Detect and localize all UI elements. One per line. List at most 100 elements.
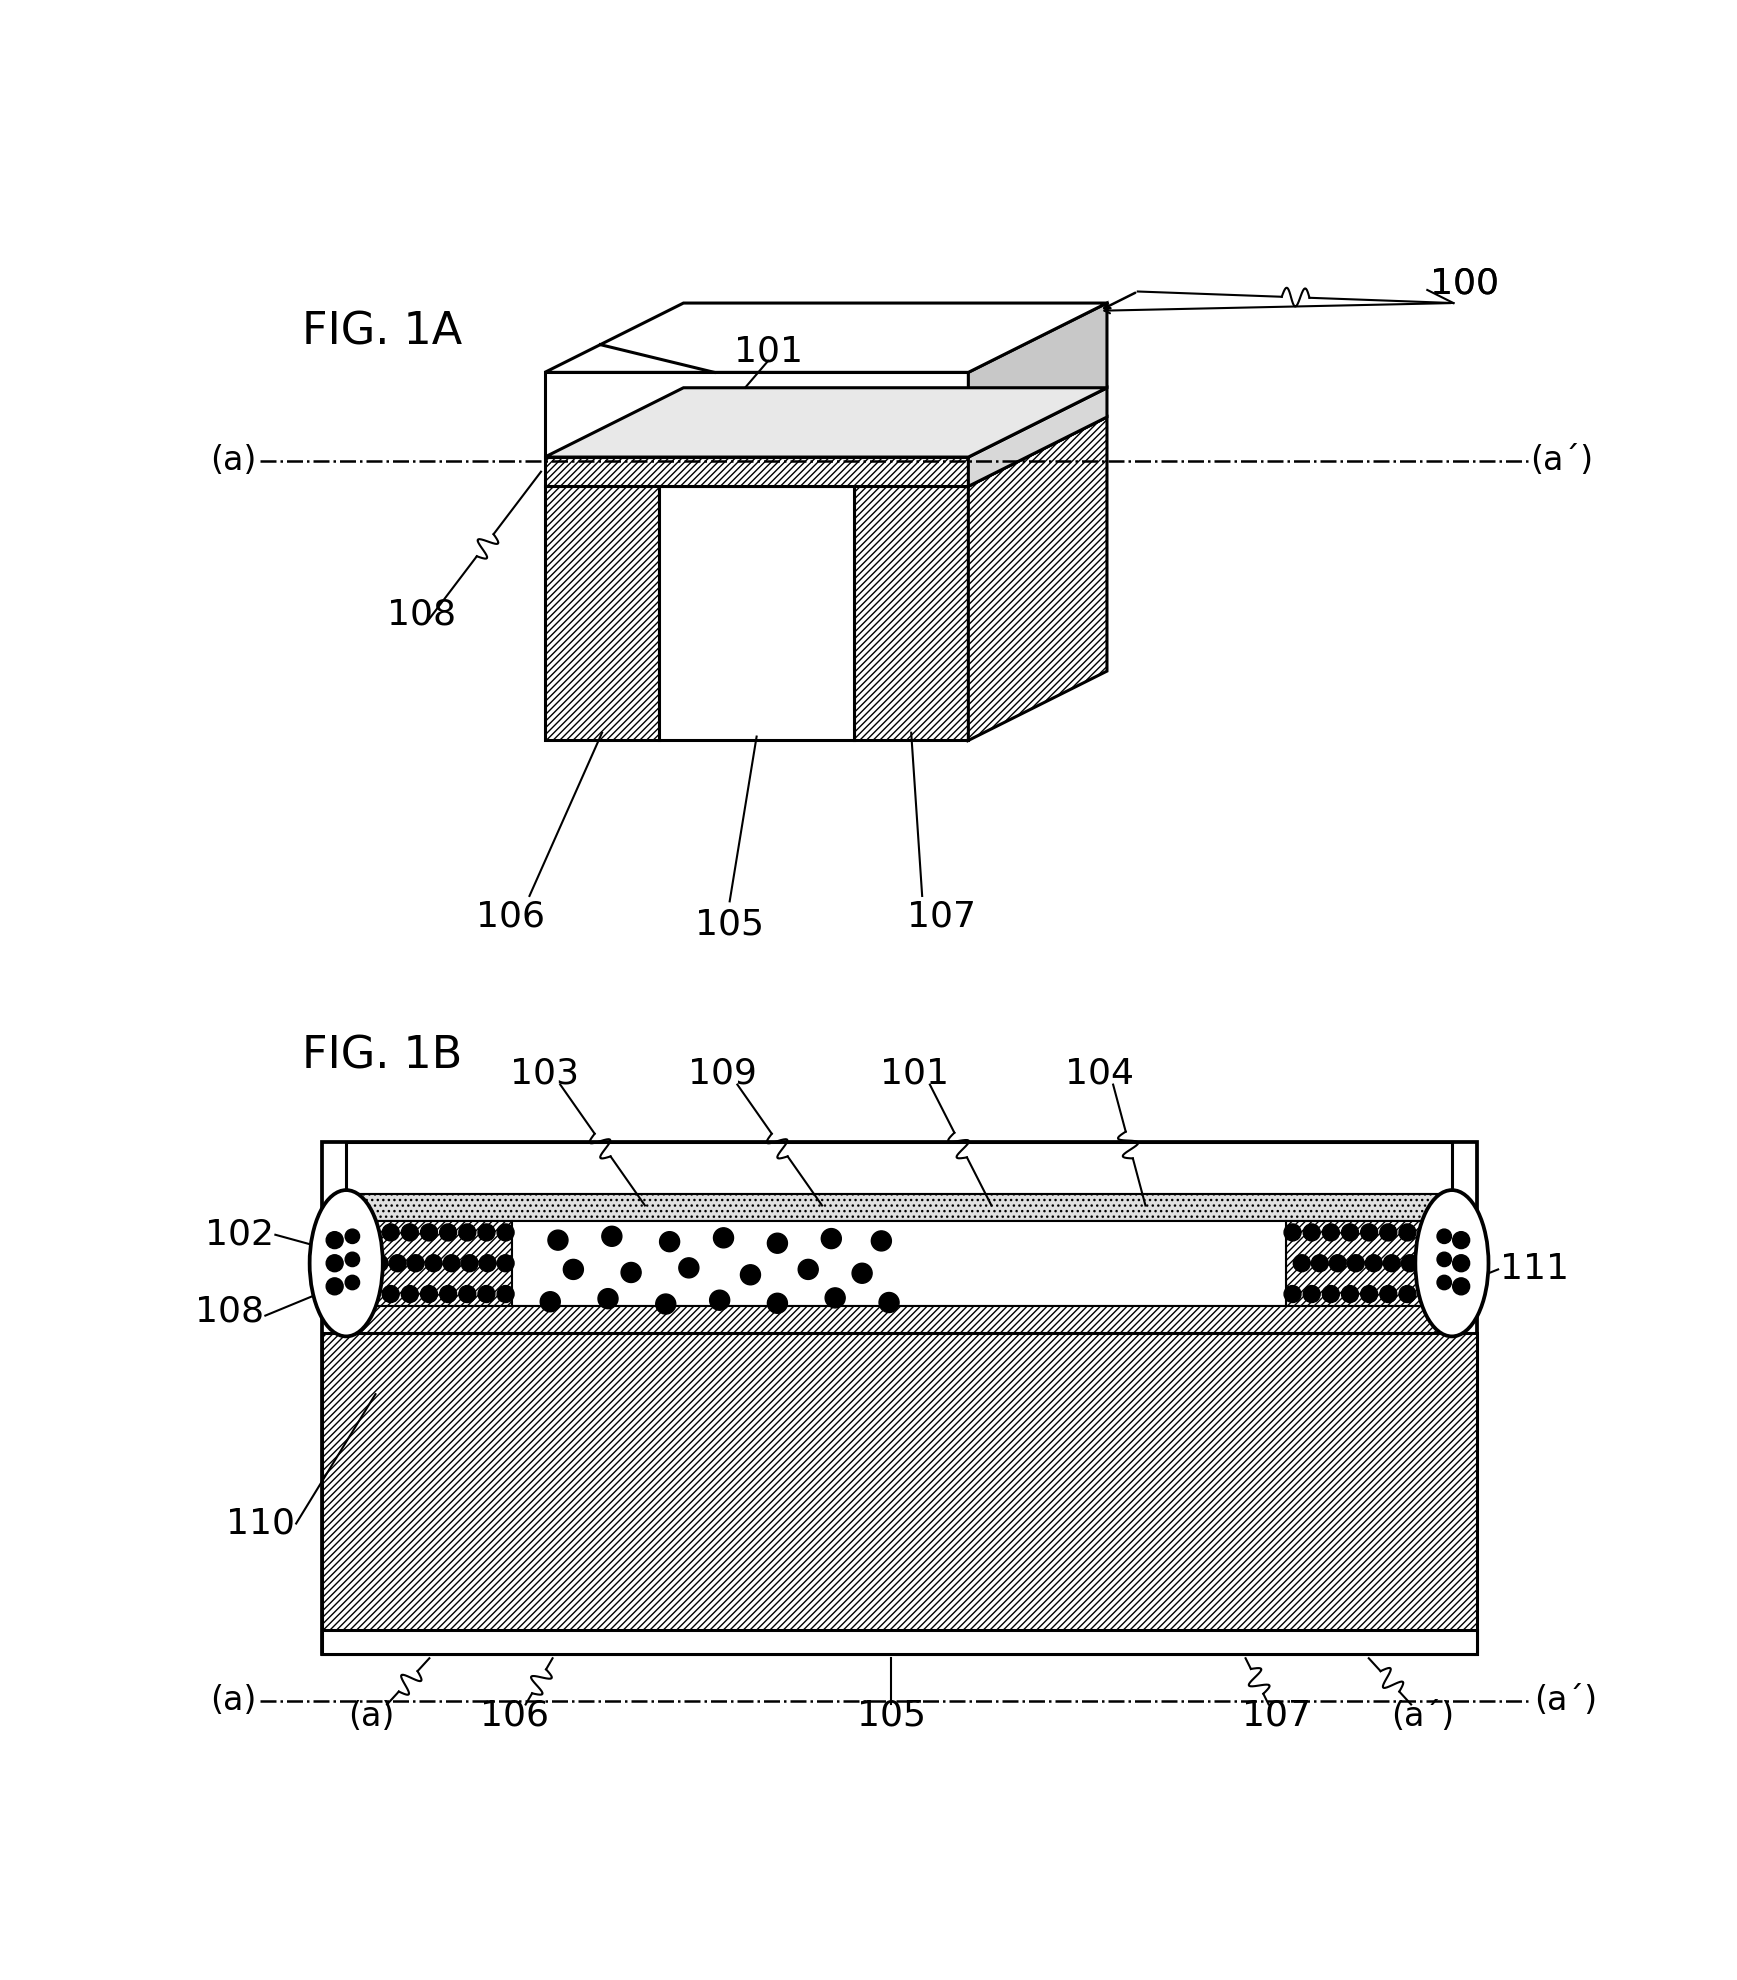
Circle shape <box>344 1285 361 1303</box>
Text: 103: 103 <box>511 1055 580 1091</box>
Circle shape <box>372 1255 387 1271</box>
Circle shape <box>327 1232 344 1249</box>
Circle shape <box>363 1224 380 1241</box>
Bar <box>545 487 660 741</box>
Circle shape <box>1436 1251 1452 1267</box>
Bar <box>346 1194 1452 1222</box>
Circle shape <box>622 1263 641 1283</box>
Text: 108: 108 <box>195 1295 264 1329</box>
Circle shape <box>1294 1255 1310 1271</box>
Circle shape <box>1322 1285 1339 1303</box>
Circle shape <box>1303 1224 1320 1241</box>
Circle shape <box>1383 1255 1400 1271</box>
Circle shape <box>478 1285 495 1303</box>
Circle shape <box>479 1255 497 1271</box>
Circle shape <box>1419 1255 1436 1271</box>
Text: 107: 107 <box>907 899 976 935</box>
Circle shape <box>460 1255 478 1271</box>
Text: FIG. 1B: FIG. 1B <box>302 1034 462 1077</box>
Circle shape <box>439 1224 457 1241</box>
Circle shape <box>1341 1224 1358 1241</box>
Circle shape <box>382 1224 400 1241</box>
Circle shape <box>497 1255 514 1271</box>
Circle shape <box>401 1224 419 1241</box>
Circle shape <box>327 1255 344 1271</box>
Text: 104: 104 <box>1065 1055 1134 1091</box>
Circle shape <box>1322 1224 1339 1241</box>
Text: 109: 109 <box>688 1055 756 1091</box>
Text: 108: 108 <box>387 598 457 632</box>
Circle shape <box>1379 1224 1397 1241</box>
Polygon shape <box>545 303 1106 372</box>
Circle shape <box>1284 1285 1301 1303</box>
Circle shape <box>459 1224 476 1241</box>
Circle shape <box>1436 1224 1454 1241</box>
Circle shape <box>540 1291 561 1311</box>
Polygon shape <box>968 418 1106 741</box>
Circle shape <box>1436 1285 1454 1303</box>
Bar <box>346 1142 1452 1194</box>
Ellipse shape <box>1416 1190 1489 1337</box>
Circle shape <box>497 1224 514 1241</box>
Text: (a): (a) <box>210 444 255 477</box>
Circle shape <box>660 1232 679 1251</box>
Bar <box>321 1333 1476 1655</box>
Circle shape <box>1417 1285 1435 1303</box>
Circle shape <box>872 1232 891 1251</box>
Text: 101: 101 <box>733 335 802 368</box>
Circle shape <box>420 1224 438 1241</box>
Circle shape <box>547 1230 568 1249</box>
Text: 107: 107 <box>1242 1699 1311 1732</box>
Circle shape <box>1402 1255 1417 1271</box>
Bar <box>545 457 968 487</box>
Circle shape <box>1436 1275 1452 1289</box>
Circle shape <box>1452 1255 1470 1271</box>
Text: (a´): (a´) <box>1530 444 1593 477</box>
Circle shape <box>1398 1285 1416 1303</box>
Polygon shape <box>545 418 1106 487</box>
Bar <box>512 1222 1287 1305</box>
Bar <box>321 1142 1476 1655</box>
Circle shape <box>1452 1277 1470 1295</box>
Circle shape <box>601 1226 622 1245</box>
Text: 105: 105 <box>856 1699 926 1732</box>
Circle shape <box>389 1255 406 1271</box>
Circle shape <box>853 1263 872 1283</box>
Text: (a): (a) <box>210 1685 255 1717</box>
Circle shape <box>768 1293 787 1313</box>
Text: 100: 100 <box>1430 267 1499 301</box>
Text: 105: 105 <box>695 907 764 942</box>
Bar <box>346 1305 1452 1333</box>
Circle shape <box>426 1255 443 1271</box>
Circle shape <box>346 1275 360 1289</box>
Circle shape <box>1284 1224 1301 1241</box>
Circle shape <box>1348 1255 1364 1271</box>
Circle shape <box>1311 1255 1329 1271</box>
Circle shape <box>768 1234 787 1253</box>
Circle shape <box>344 1224 361 1241</box>
Circle shape <box>1360 1224 1377 1241</box>
Text: 101: 101 <box>881 1055 948 1091</box>
Circle shape <box>401 1285 419 1303</box>
Circle shape <box>598 1289 618 1309</box>
Circle shape <box>740 1265 761 1285</box>
Circle shape <box>459 1285 476 1303</box>
Circle shape <box>327 1277 344 1295</box>
Circle shape <box>439 1285 457 1303</box>
Circle shape <box>879 1293 900 1313</box>
Circle shape <box>497 1285 514 1303</box>
Circle shape <box>1398 1224 1416 1241</box>
Circle shape <box>346 1251 360 1267</box>
Text: (a´): (a´) <box>1391 1699 1454 1732</box>
Circle shape <box>353 1255 370 1271</box>
Circle shape <box>1365 1255 1383 1271</box>
Circle shape <box>714 1228 733 1247</box>
Circle shape <box>1417 1224 1435 1241</box>
Polygon shape <box>968 388 1106 487</box>
Circle shape <box>443 1255 460 1271</box>
Circle shape <box>406 1255 424 1271</box>
Text: 106: 106 <box>476 899 545 935</box>
Circle shape <box>1329 1255 1346 1271</box>
Circle shape <box>822 1228 841 1249</box>
Text: 102: 102 <box>205 1218 274 1251</box>
